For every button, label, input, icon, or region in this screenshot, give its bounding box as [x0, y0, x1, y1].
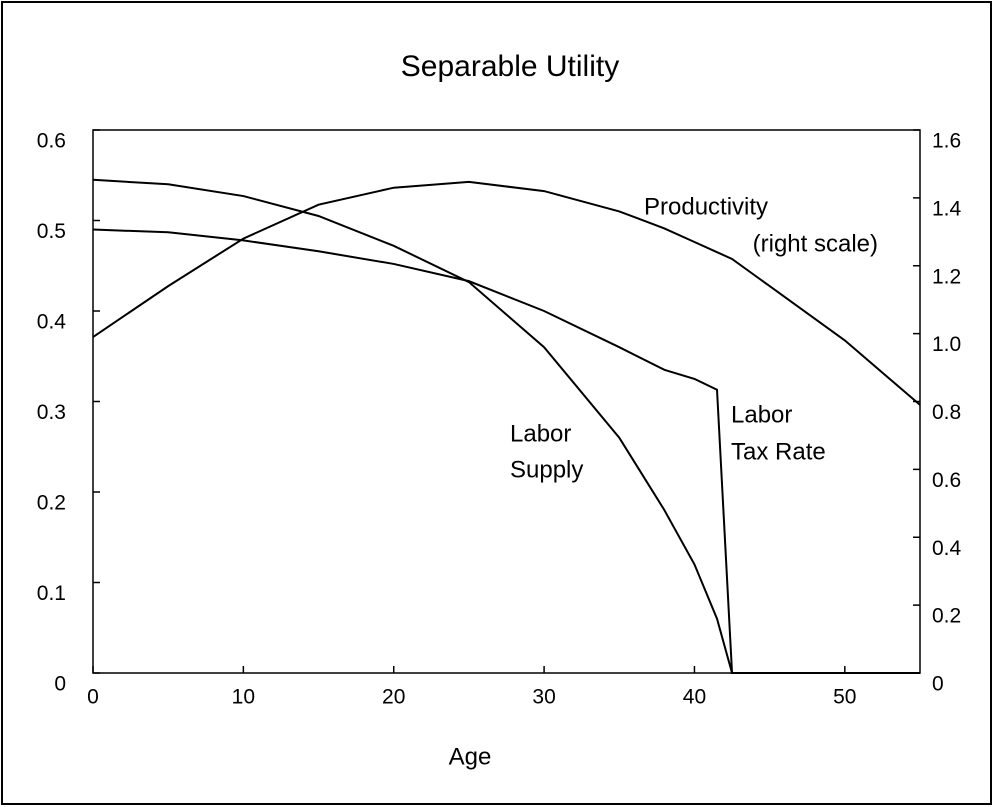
y2-tick-label: 1.2 [932, 265, 961, 288]
x-tick-label: 10 [232, 686, 255, 709]
x-tick-label: 20 [382, 686, 405, 709]
annotation: Labor [510, 420, 571, 447]
annotation: Tax Rate [731, 438, 826, 465]
y2-tick-label: 0.6 [932, 469, 961, 492]
y2-tick-label: 1.6 [932, 130, 961, 153]
x-tick-label: 0 [87, 686, 99, 709]
y2-tick-label: 1.0 [932, 333, 961, 356]
x-tick-label: 40 [683, 686, 706, 709]
y-tick-label: 0.5 [37, 220, 66, 243]
plot-area [92, 129, 921, 674]
y-tick-label: 0.1 [37, 582, 66, 605]
line-series [92, 180, 921, 406]
annotation: Supply [510, 456, 583, 483]
annotation: Labor [731, 401, 792, 428]
chart-title: Separable Utility [401, 50, 619, 83]
line-series [92, 228, 920, 674]
y2-tick-label: 0.4 [932, 537, 962, 560]
annotation: Productivity [644, 193, 768, 220]
annotation: (right scale) [753, 230, 878, 257]
y2-tick-label: 0.8 [932, 401, 961, 424]
x-axis-label: Age [449, 743, 492, 770]
y-tick-label: 0.2 [37, 492, 66, 515]
y-tick-label: 0.6 [37, 130, 66, 153]
y2-tick-label: 0 [932, 673, 944, 696]
y-tick-label: 0.3 [37, 401, 66, 424]
x-tick-label: 50 [833, 686, 856, 709]
x-tick-label: 30 [532, 686, 555, 709]
y2-tick-label: 1.4 [932, 197, 962, 220]
y-tick-label: 0 [54, 673, 66, 696]
y2-tick-label: 0.2 [932, 605, 961, 628]
y-tick-label: 0.4 [37, 311, 67, 334]
